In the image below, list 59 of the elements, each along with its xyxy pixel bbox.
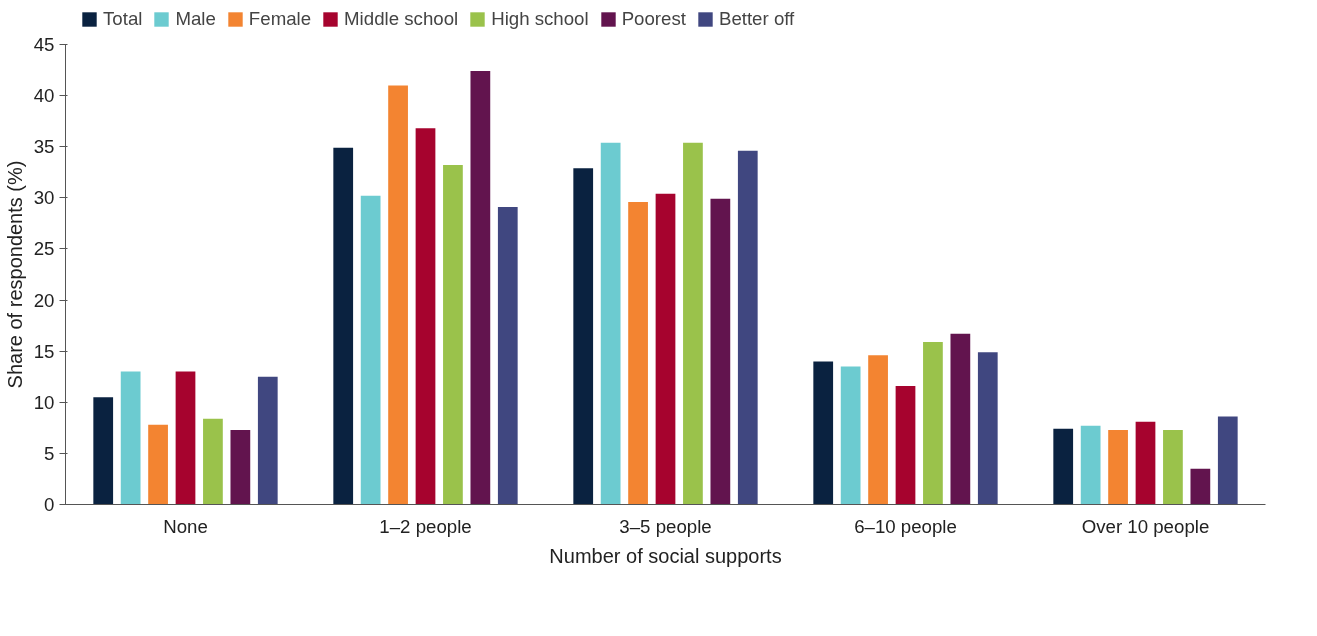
bar xyxy=(923,341,943,505)
x-tick-label: None xyxy=(163,515,208,537)
x-tick-label: 6–10 people xyxy=(854,515,957,537)
bar xyxy=(1135,421,1156,505)
bar xyxy=(257,376,278,505)
bar xyxy=(628,201,648,505)
legend-label: Female xyxy=(248,8,312,30)
bar xyxy=(1190,468,1211,505)
bar xyxy=(333,147,354,505)
bar xyxy=(655,193,676,505)
bar xyxy=(443,165,463,505)
bar xyxy=(415,128,436,505)
bar xyxy=(1163,429,1183,505)
x-tick-label: Over 10 people xyxy=(1081,515,1210,537)
legend-label: Middle school xyxy=(344,8,459,30)
bar xyxy=(175,371,196,505)
bar xyxy=(573,168,594,505)
bar xyxy=(868,355,888,505)
bar xyxy=(1080,425,1101,505)
y-tick-label: 15 xyxy=(33,340,55,362)
x-axis-title: Number of social supports xyxy=(549,544,782,567)
bar xyxy=(737,150,758,505)
bar xyxy=(840,366,861,505)
legend-label: Poorest xyxy=(621,8,686,30)
bar xyxy=(148,424,168,505)
y-tick-label: 10 xyxy=(33,391,55,413)
bar xyxy=(950,333,971,505)
x-tick-label: 3–5 people xyxy=(619,515,712,537)
y-axis-title: Share of respondents (%) xyxy=(3,160,26,389)
legend-label: Total xyxy=(103,8,143,30)
bar xyxy=(120,371,141,505)
bar xyxy=(813,361,834,505)
bar xyxy=(895,385,916,505)
x-tick-label: 1–2 people xyxy=(379,515,472,537)
y-tick-label: 40 xyxy=(33,85,55,107)
bar xyxy=(203,418,223,505)
bar xyxy=(360,195,381,505)
legend-label: Male xyxy=(175,8,216,30)
legend-label: Better off xyxy=(718,8,795,30)
y-tick-label: 30 xyxy=(33,187,55,209)
y-tick-label: 5 xyxy=(44,442,55,464)
bar xyxy=(230,429,251,505)
y-tick-label: 35 xyxy=(33,136,55,158)
y-tick-label: 0 xyxy=(44,494,55,515)
bar xyxy=(1217,416,1238,505)
bar xyxy=(683,142,703,505)
bar xyxy=(497,207,518,505)
bar xyxy=(710,198,731,505)
y-tick-label: 20 xyxy=(33,289,55,311)
bar xyxy=(600,142,621,505)
bar xyxy=(470,71,491,505)
bar xyxy=(388,85,408,505)
y-tick-label: 45 xyxy=(33,34,55,55)
bar xyxy=(1053,428,1074,505)
bar xyxy=(977,352,998,505)
legend-label: High school xyxy=(491,8,589,30)
bar xyxy=(93,397,114,505)
y-tick-label: 25 xyxy=(33,238,55,260)
bar xyxy=(1108,429,1128,505)
